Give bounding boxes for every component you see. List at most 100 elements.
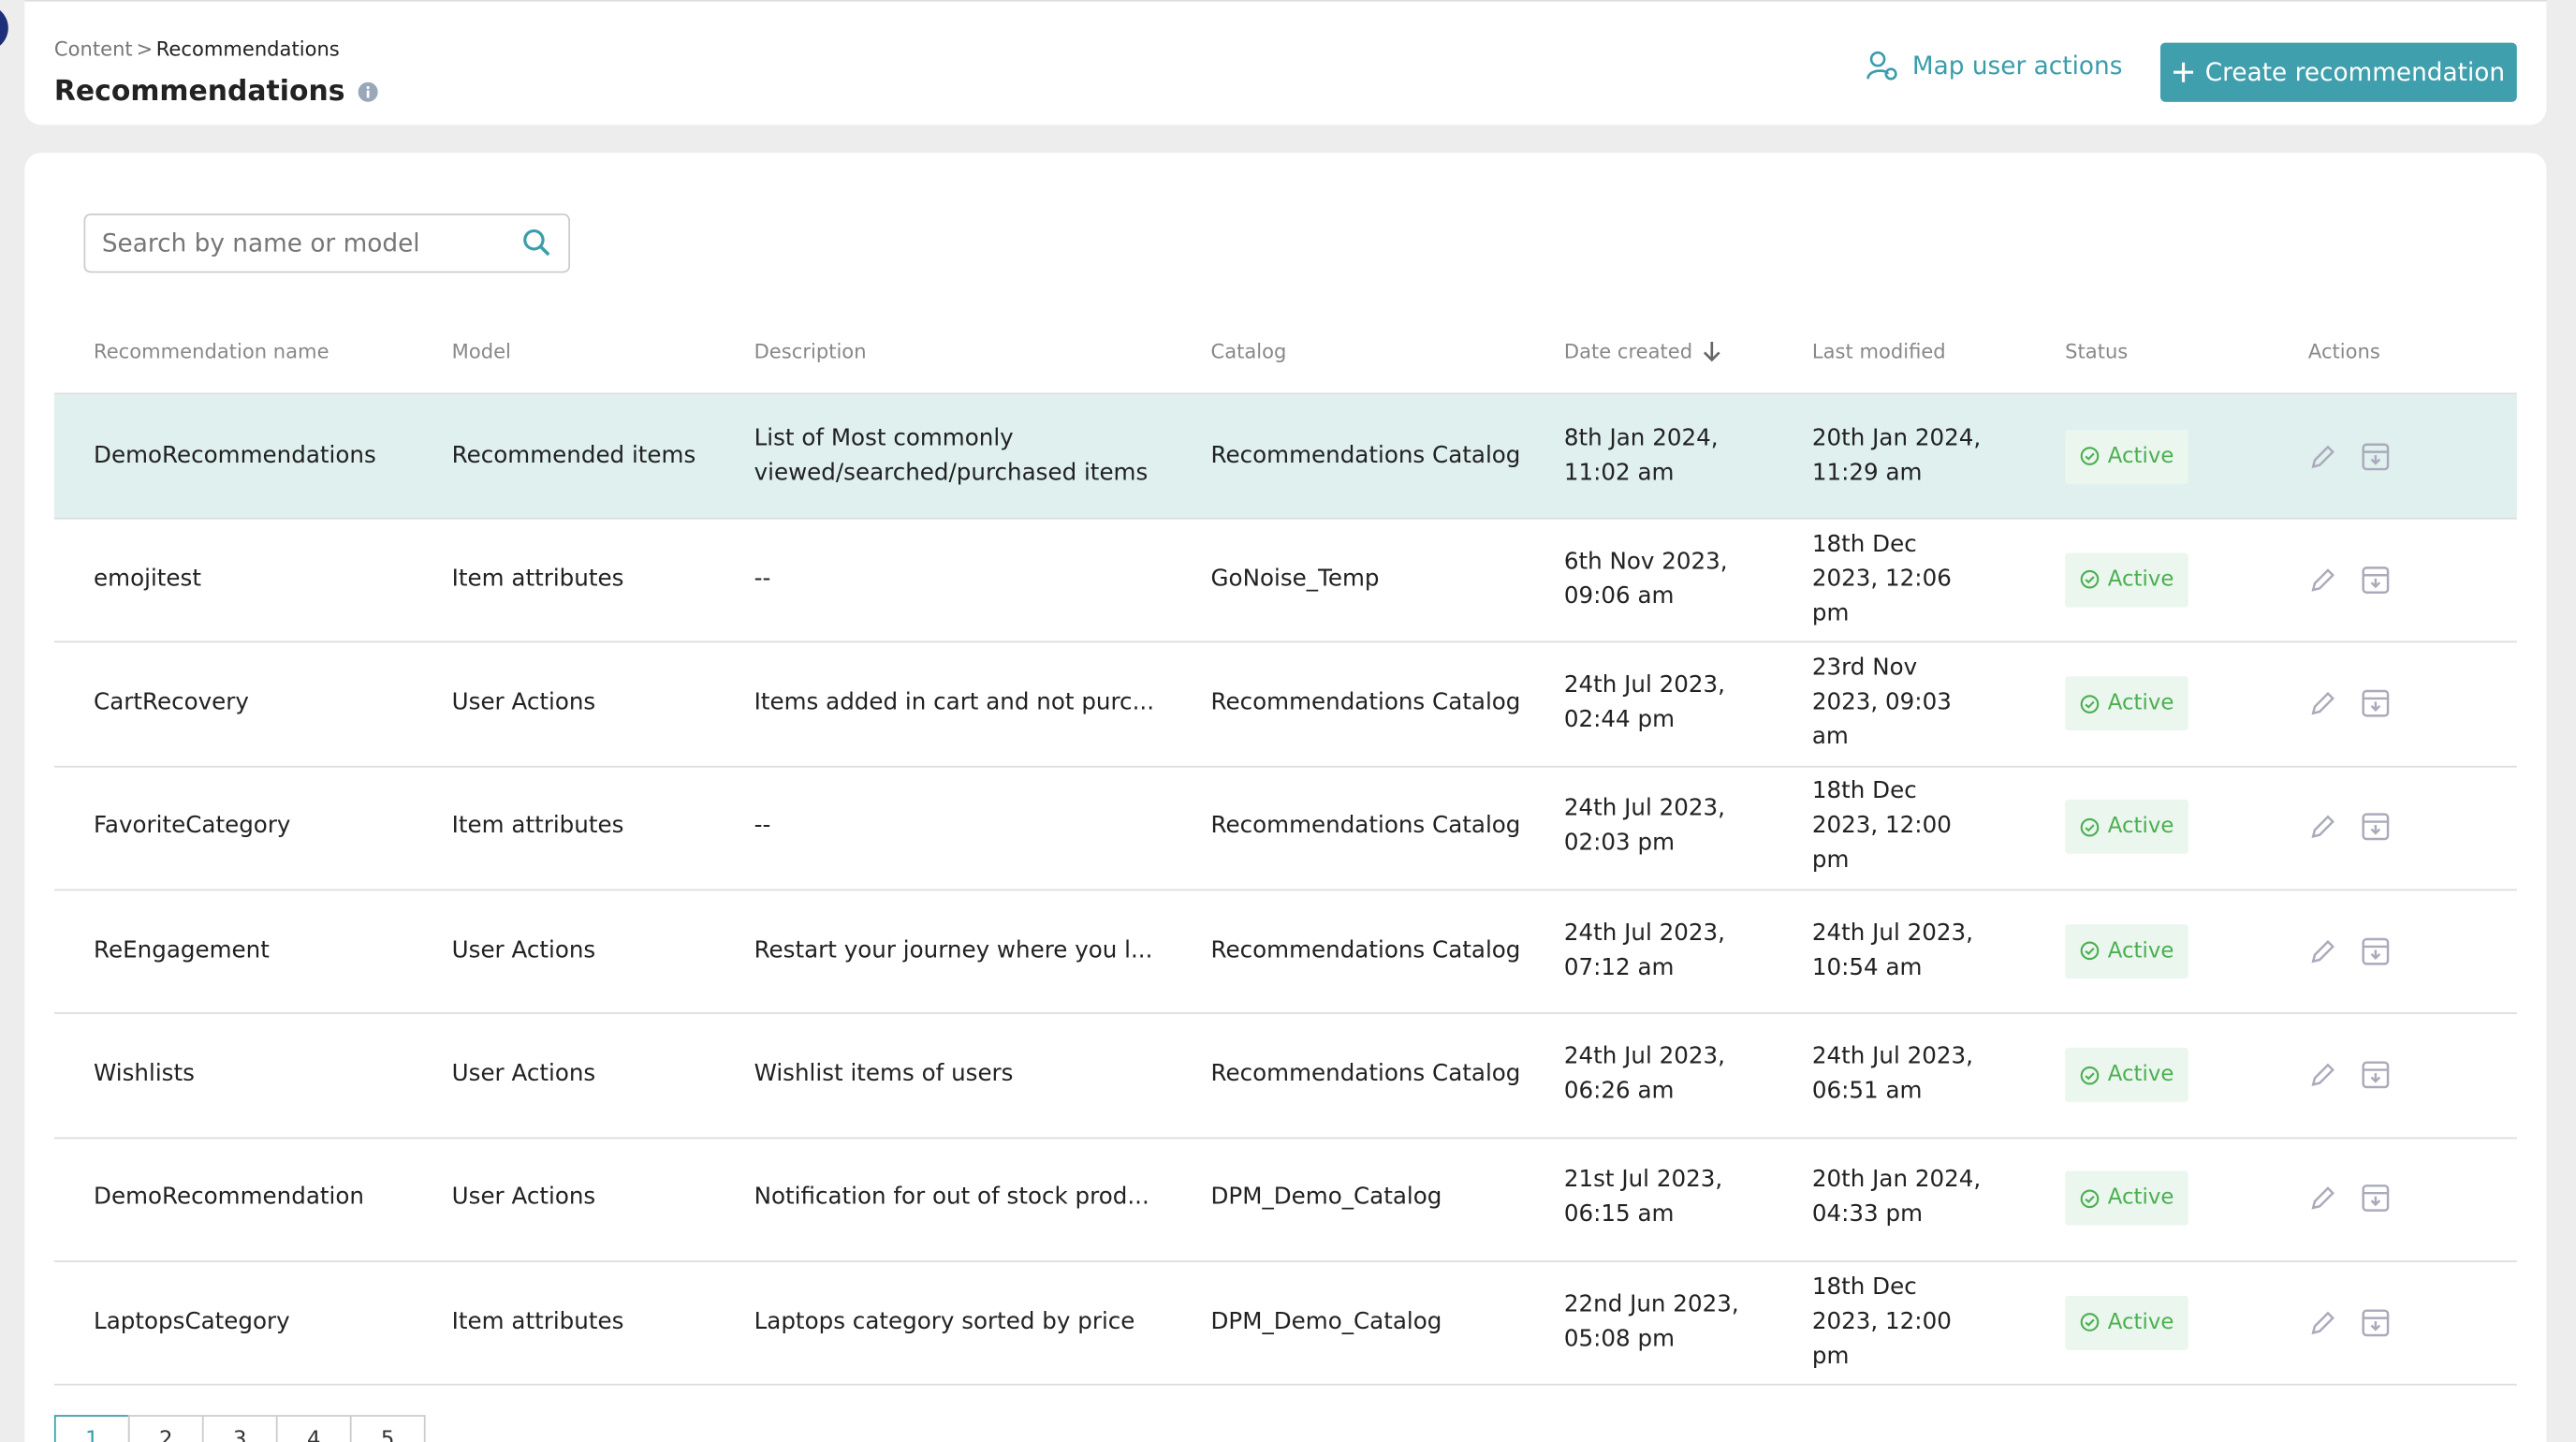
date-created-cell: 24th Jul 2023, 06:26 am	[1563, 1043, 1725, 1105]
catalog-cell: Recommendations Catalog	[1210, 1060, 1521, 1087]
last-modified-cell: 20th Jan 2024, 11:29 am	[1811, 424, 1982, 486]
archive-icon[interactable]	[2361, 1060, 2391, 1090]
name-cell: CartRecovery	[94, 689, 249, 716]
search-box[interactable]: Search by name or model	[83, 213, 571, 273]
check-icon	[2080, 941, 2100, 961]
last-modified-cell: 20th Jan 2024, 04:33 pm	[1811, 1167, 1982, 1229]
date-created-cell: 21st Jul 2023, 06:15 am	[1563, 1167, 1723, 1229]
status-label: Active	[2107, 443, 2174, 469]
date-created-cell: 6th Nov 2023, 09:06 am	[1563, 548, 1728, 610]
column-header: Model	[452, 340, 511, 363]
column-header[interactable]: Date created	[1564, 340, 1722, 363]
breadcrumb-current: Recommendations	[155, 37, 340, 61]
column-header-label: Status	[2065, 340, 2129, 363]
archive-icon[interactable]	[2361, 565, 2391, 595]
column-header-label: Catalog	[1210, 340, 1287, 363]
status-label: Active	[2107, 567, 2174, 593]
edit-icon[interactable]	[2308, 441, 2338, 471]
name-cell: emojitest	[94, 566, 201, 593]
table-row[interactable]: DemoRecommendations Recommended items List…	[53, 394, 2517, 520]
table-row[interactable]: CartRecovery User Actions Items added in c…	[53, 642, 2517, 767]
model-cell: Item attributes	[451, 1308, 624, 1335]
sort-icon[interactable]	[1703, 340, 1722, 363]
status-label: Active	[2107, 1309, 2174, 1335]
catalog-cell: DPM_Demo_Catalog	[1210, 1308, 1442, 1335]
row-actions	[2308, 441, 2391, 471]
date-created-cell: 24th Jul 2023, 07:12 am	[1563, 920, 1725, 981]
edit-icon[interactable]	[2308, 1060, 2338, 1090]
archive-icon[interactable]	[2361, 936, 2391, 966]
archive-icon[interactable]	[2361, 1307, 2391, 1337]
info-icon[interactable]	[358, 81, 378, 102]
last-modified-cell: 18th Dec 2023, 12:06 pm	[1811, 531, 1952, 627]
table-row[interactable]: Wishlists User Actions Wishlist items of u…	[53, 1013, 2517, 1139]
date-created-cell: 24th Jul 2023, 02:03 pm	[1563, 796, 1725, 858]
last-modified-cell: 24th Jul 2023, 10:54 am	[1811, 920, 1973, 981]
page-button[interactable]: 2	[127, 1415, 204, 1442]
model-cell: User Actions	[451, 1184, 596, 1212]
model-cell: Item attributes	[451, 813, 624, 840]
catalog-cell: Recommendations Catalog	[1210, 689, 1521, 716]
status-label: Active	[2107, 815, 2174, 840]
column-header-label: Date created	[1563, 340, 1693, 363]
search-placeholder: Search by name or model	[101, 228, 420, 258]
status-badge: Active	[2065, 923, 2189, 978]
check-icon	[2080, 817, 2100, 837]
model-cell: User Actions	[451, 689, 596, 716]
edit-icon[interactable]	[2308, 936, 2338, 966]
table-row[interactable]: DemoRecommendation User Actions Notificati…	[53, 1137, 2517, 1262]
header: Content > Recommendations Recommendation…	[24, 0, 2547, 125]
page-button[interactable]: 5	[349, 1415, 426, 1442]
name-cell: FavoriteCategory	[94, 813, 291, 840]
name-cell: DemoRecommendations	[94, 442, 376, 469]
date-created-cell: 24th Jul 2023, 02:44 pm	[1563, 672, 1725, 733]
model-cell: Item attributes	[451, 566, 624, 593]
check-icon	[2080, 1313, 2100, 1332]
user-gear-icon	[1866, 51, 1897, 81]
name-cell: ReEngagement	[94, 936, 270, 964]
description-cell: Restart your journey where you l...	[754, 936, 1153, 964]
edit-icon[interactable]	[2308, 1184, 2338, 1214]
breadcrumb-link[interactable]: Content	[53, 37, 133, 61]
table-row[interactable]: emojitest Item attributes -- GoNoise_Temp 6t…	[53, 518, 2517, 643]
archive-icon[interactable]	[2361, 689, 2391, 719]
column-header: Status	[2065, 340, 2128, 363]
description-cell: Laptops category sorted by price	[754, 1308, 1135, 1335]
last-modified-cell: 24th Jul 2023, 06:51 am	[1811, 1043, 1973, 1105]
archive-icon[interactable]	[2361, 813, 2391, 843]
description-cell: Wishlist items of users	[754, 1060, 1014, 1087]
map-user-actions[interactable]: Map user actions	[1866, 51, 2122, 81]
name-cell: DemoRecommendation	[94, 1184, 364, 1212]
catalog-cell: Recommendations Catalog	[1210, 936, 1521, 964]
row-actions	[2308, 1060, 2391, 1090]
table-row[interactable]: LaptopsCategory Item attributes Laptops ca…	[53, 1260, 2517, 1386]
check-icon	[2080, 570, 2100, 590]
status-badge: Active	[2065, 1047, 2189, 1102]
status-label: Active	[2107, 1062, 2174, 1087]
description-cell: --	[754, 813, 771, 840]
edit-icon[interactable]	[2308, 813, 2338, 843]
check-icon	[2080, 1066, 2100, 1084]
table-row[interactable]: FavoriteCategory Item attributes -- Recomme…	[53, 766, 2517, 891]
status-label: Active	[2107, 1185, 2174, 1212]
page-button[interactable]: 3	[201, 1415, 278, 1442]
search-icon[interactable]	[522, 228, 552, 258]
catalog-cell: Recommendations Catalog	[1210, 813, 1521, 840]
last-modified-cell: 18th Dec 2023, 12:00 pm	[1811, 1273, 1952, 1370]
create-button[interactable]: Create recommendation	[2159, 42, 2517, 102]
page-button[interactable]: 4	[275, 1415, 352, 1442]
archive-icon[interactable]	[2361, 1184, 2391, 1214]
check-icon	[2080, 694, 2100, 714]
edit-icon[interactable]	[2308, 689, 2338, 719]
archive-icon[interactable]	[2361, 441, 2391, 471]
column-header: Last modified	[1812, 340, 1946, 363]
column-header-label: Last modified	[1811, 340, 1946, 363]
edit-icon[interactable]	[2308, 1307, 2338, 1337]
page-button[interactable]: 1	[53, 1415, 130, 1442]
edit-icon[interactable]	[2308, 565, 2338, 595]
column-header-label: Description	[754, 340, 867, 363]
last-modified-cell: 23rd Nov 2023, 09:03 am	[1811, 655, 1952, 751]
table-row[interactable]: ReEngagement User Actions Restart your jou…	[53, 890, 2517, 1015]
status-badge: Active	[2065, 1295, 2189, 1350]
row-actions	[2308, 936, 2391, 966]
